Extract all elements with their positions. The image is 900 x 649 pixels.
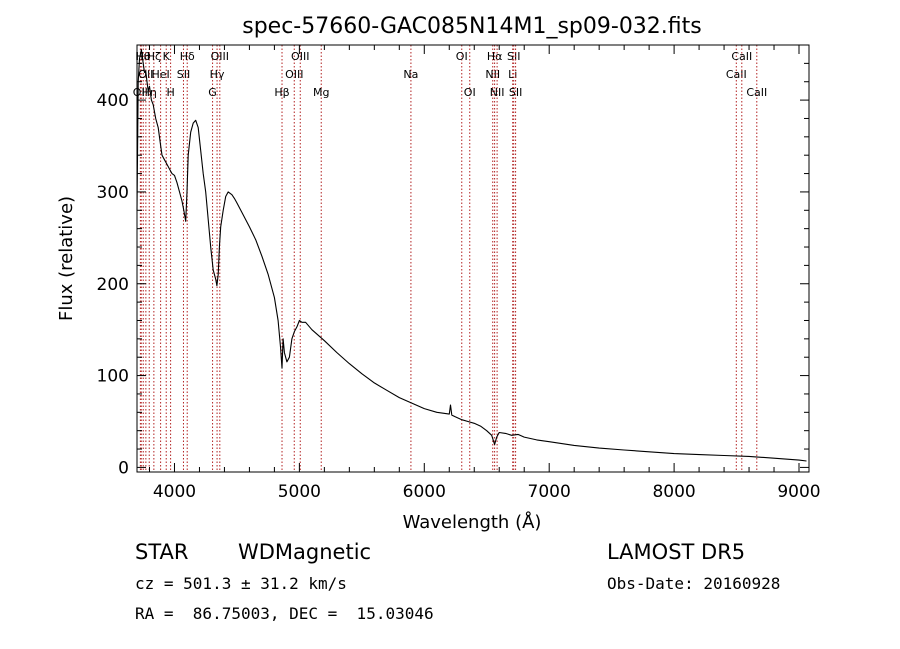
line-marker-label: G [208, 86, 217, 99]
line-marker-label: Hι [135, 50, 147, 63]
x-tick-label: 9000 [777, 482, 820, 502]
plot-axes: 4000 5000 6000 7000 8000 9000 0 100 200 300 400 [97, 44, 821, 502]
y-axis-label: Flux (relative) [56, 196, 77, 321]
plot-frame [136, 44, 810, 473]
y-tick-label: 200 [97, 275, 129, 295]
line-marker-label: Mg [313, 86, 329, 99]
line-marker-label: Hβ [274, 86, 289, 99]
spectrum-line [136, 49, 807, 462]
x-tick-label: 6000 [403, 482, 446, 502]
x-tick-label: 8000 [652, 482, 695, 502]
line-marker-label: OIII [291, 50, 309, 63]
y-tick-label: 0 [118, 458, 129, 478]
line-marker-label: SII [507, 50, 520, 63]
redshift-readout: cz = 501.3 ± 31.2 km/s [135, 574, 347, 593]
x-axis-label: Wavelength (Å) [403, 511, 542, 533]
line-marker-label: Hζ [147, 50, 161, 63]
x-tick-label: 5000 [278, 482, 321, 502]
object-subclass: WDMagnetic [238, 540, 372, 564]
line-marker-label: Li [508, 68, 517, 81]
line-marker-label: CaII [746, 86, 767, 99]
line-marker-label: Hδ [180, 50, 195, 63]
line-marker-label: SII [177, 68, 190, 81]
line-marker-label: CaII [731, 50, 752, 63]
y-tick-label: 300 [97, 183, 129, 203]
observation-date: Obs-Date: 20160928 [607, 574, 781, 593]
y-tick-label: 100 [97, 367, 129, 387]
line-marker-label: OI [456, 50, 468, 63]
line-marker-label: Hα [487, 50, 503, 63]
line-marker-label: SII [509, 86, 522, 99]
x-tick-label: 4000 [153, 482, 196, 502]
chart-title: spec-57660-GAC085N14M1_sp09-032.fits [242, 14, 702, 39]
line-marker-label: Hγ [210, 68, 225, 81]
line-marker-label: NII [485, 68, 500, 81]
line-marker-label: Na [403, 68, 418, 81]
line-marker-label: HeI [151, 68, 169, 81]
spectral-line-markers: OIIHιHθOIIHηHζHeIKHSIIHδGHγOIIIHβOIIIOII… [133, 45, 767, 472]
line-marker-label: OI [464, 86, 476, 99]
line-marker-label: OIII [285, 68, 303, 81]
line-marker-label: NII [490, 86, 505, 99]
line-marker-label: OIII [211, 50, 229, 63]
line-marker-label: Hη [142, 86, 157, 99]
line-marker-label: K [163, 50, 171, 63]
spectrum-series [136, 49, 807, 462]
line-marker-label: CaII [726, 68, 747, 81]
coordinates: RA = 86.75003, DEC = 15.03046 [135, 604, 434, 623]
object-class: STAR [135, 540, 189, 564]
line-marker-label: H [166, 86, 174, 99]
survey-name: LAMOST DR5 [607, 540, 746, 564]
x-tick-label: 7000 [528, 482, 571, 502]
y-tick-label: 400 [97, 91, 129, 111]
